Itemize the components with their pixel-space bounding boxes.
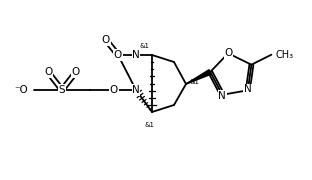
Text: N: N [244, 84, 252, 94]
Text: &1: &1 [140, 43, 150, 49]
Text: N: N [132, 85, 140, 95]
Text: N: N [132, 50, 140, 60]
Text: N: N [218, 91, 226, 101]
Text: O: O [114, 50, 122, 60]
Text: &1: &1 [190, 79, 200, 85]
Text: O: O [110, 85, 118, 95]
Text: CH₃: CH₃ [275, 50, 294, 60]
Text: &1: &1 [145, 122, 155, 128]
Text: S: S [59, 85, 65, 95]
Text: O: O [44, 67, 52, 77]
Text: ⁻O: ⁻O [14, 85, 28, 95]
Text: O: O [102, 35, 110, 45]
Text: O: O [224, 48, 232, 58]
Text: O: O [72, 67, 80, 77]
Polygon shape [186, 70, 211, 84]
